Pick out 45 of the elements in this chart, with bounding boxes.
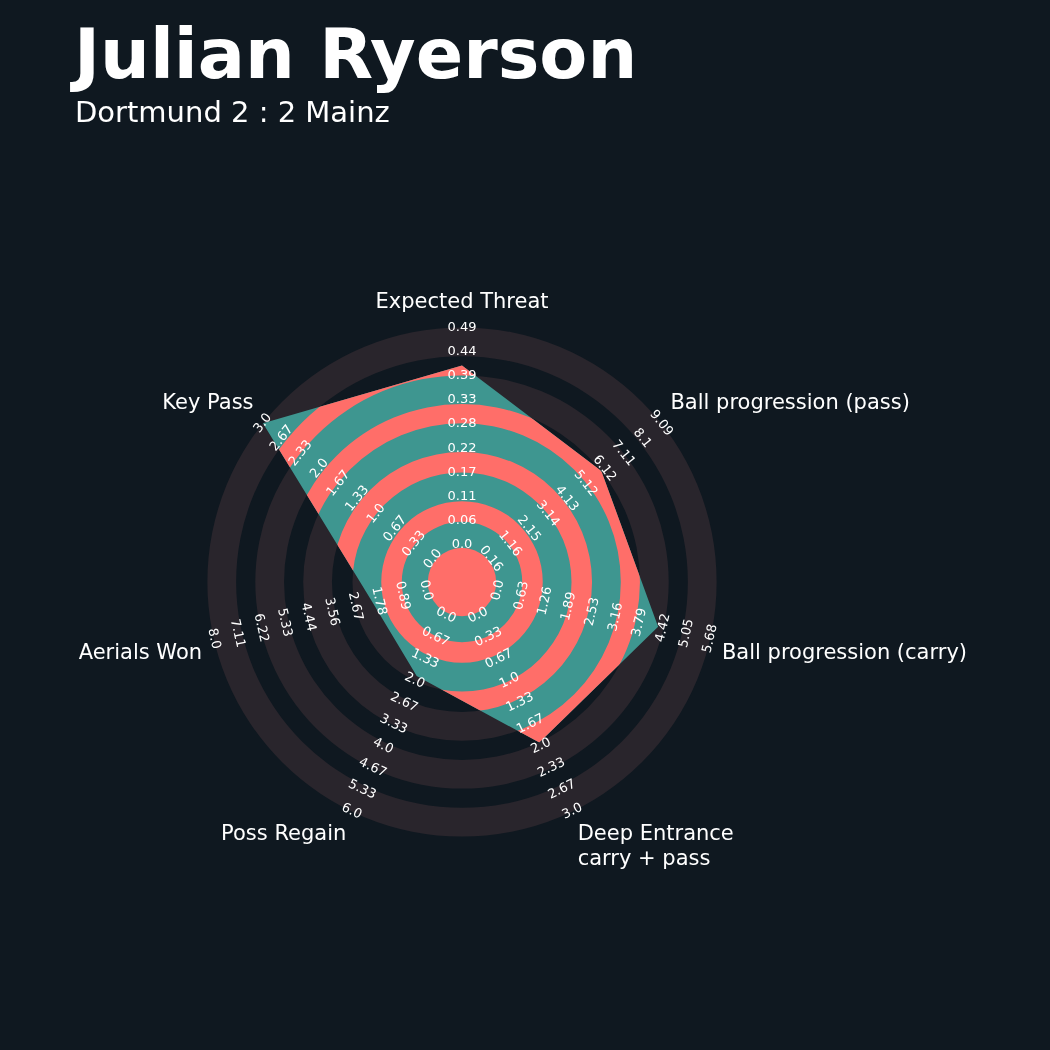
text: 1.78 [369,584,391,617]
text: 7.11 [227,617,249,649]
text: 0.28 [447,415,477,431]
text: 0.33 [447,391,477,407]
text: 3.16 [604,601,626,633]
text: 0.0 [451,536,473,552]
text: 0.39 [447,367,477,383]
chart-subtitle: Dortmund 2 : 2 Mainz [75,94,390,130]
text: 5.33 [275,606,297,639]
text: 6.22 [251,611,273,644]
text: 1.26 [533,584,555,617]
text: 2.67 [345,590,367,622]
text: 6.0 [339,799,365,822]
text: 0.0 [464,603,491,626]
text: 0.0 [433,603,460,626]
spoke-label: Ball progression (pass) [670,389,910,414]
text: 1.0 [363,500,388,526]
text: 2.0 [402,668,428,691]
text: 0.0 [419,545,445,572]
spoke-label: Deep Entrance carry + pass [577,821,734,871]
text: 3.79 [627,606,649,639]
text: 4.42 [651,611,673,644]
text: 0.22 [447,439,477,455]
text: 0.44 [447,342,477,358]
spoke-label: Ball progression (carry) [721,640,968,665]
text: 5.05 [675,617,697,649]
text: 0.89 [392,579,415,612]
text: 3.0 [559,799,585,822]
text: 1.89 [557,590,579,622]
text: 2.0 [306,455,332,481]
spoke-label: Poss Regain [221,821,347,846]
text: 5.68 [698,622,720,655]
text: 0.0 [487,578,507,602]
text: 0.11 [447,488,477,504]
text: 0.0 [417,578,437,602]
text: 0.49 [447,318,477,334]
text: 8.0 [205,626,225,651]
text: 1.0 [496,668,522,691]
text: 2.53 [580,595,602,628]
spoke-label: Aerials Won [78,640,203,665]
text: 8.1 [630,424,656,451]
text: 3.56 [322,595,344,628]
text: 0.63 [509,579,532,612]
spoke-label: Expected Threat [375,289,549,314]
text: 4.44 [298,601,320,633]
